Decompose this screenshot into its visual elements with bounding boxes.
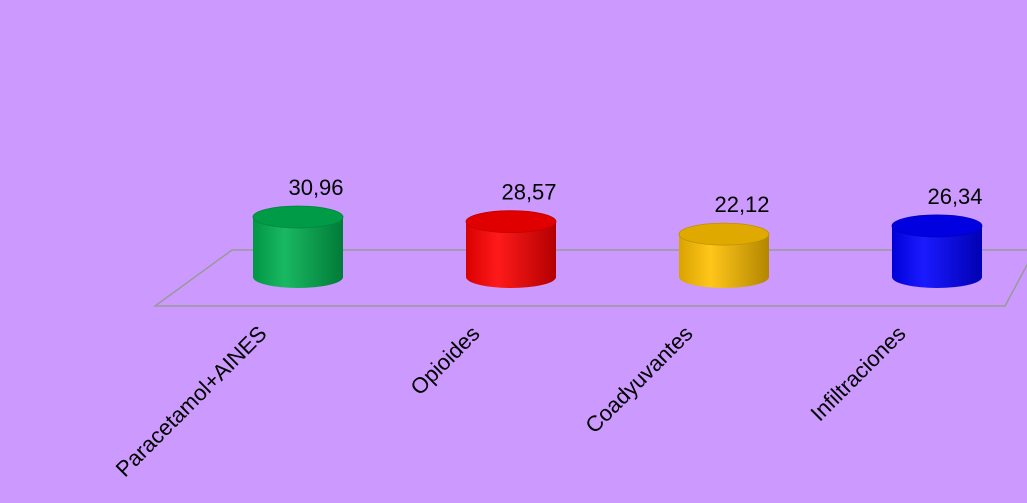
bar-body	[253, 217, 343, 288]
bar-top	[465, 210, 557, 234]
chart-floor	[152, 249, 1027, 307]
bar-top	[252, 205, 344, 229]
bar-body	[466, 221, 556, 288]
bar-top	[678, 222, 770, 246]
bar-body	[679, 234, 769, 288]
bar-paracetamol-aines	[252, 205, 344, 288]
category-labels: Paracetamol+AINES Opioides Coadyuvantes Inf…	[111, 321, 911, 482]
bar-opioides	[465, 210, 557, 288]
value-label: 26,34	[927, 184, 982, 209]
floor-plane	[152, 249, 1027, 307]
value-label: 30,96	[288, 175, 343, 200]
category-label: Infiltraciones	[806, 321, 911, 426]
category-label: Coadyuvantes	[580, 321, 697, 438]
category-label: Opioides	[405, 321, 484, 400]
chart-bars	[252, 205, 983, 288]
bar-coadyuvantes	[678, 222, 770, 288]
category-label: Paracetamol+AINES	[111, 321, 272, 482]
value-label: 22,12	[714, 192, 769, 217]
value-label: 28,57	[501, 180, 556, 205]
bar-top	[891, 214, 983, 238]
bar-body	[892, 225, 982, 288]
value-labels: 30,96 28,57 22,12 26,34	[288, 175, 982, 217]
bar-infiltraciones	[891, 214, 983, 288]
